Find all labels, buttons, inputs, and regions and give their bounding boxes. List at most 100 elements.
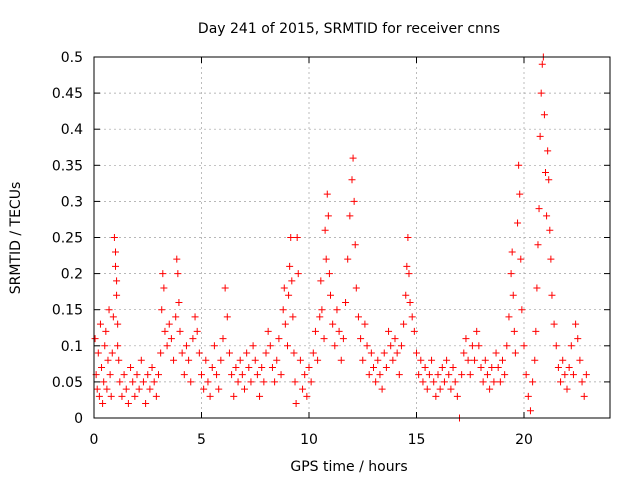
data-point-marker	[230, 392, 238, 400]
data-point-marker	[309, 349, 317, 357]
data-point-marker	[354, 313, 362, 321]
data-point-marker	[561, 371, 569, 379]
data-point-marker	[187, 378, 195, 386]
data-point-marker	[458, 371, 466, 379]
data-point-marker	[410, 327, 418, 335]
data-point-marker	[382, 363, 390, 371]
data-point-marker	[99, 400, 107, 408]
data-point-marker	[314, 356, 322, 364]
data-point-marker	[395, 371, 403, 379]
data-point-marker	[380, 349, 388, 357]
data-point-marker	[112, 262, 119, 270]
data-point-marker	[165, 320, 173, 328]
data-point-marker	[481, 356, 489, 364]
y-tick-label: 0.45	[52, 86, 83, 102]
data-point-marker	[402, 291, 410, 299]
data-point-marker	[120, 371, 128, 379]
data-point-marker	[496, 378, 504, 386]
data-point-marker	[317, 277, 325, 285]
data-point-marker	[533, 284, 541, 292]
data-point-marker	[133, 371, 141, 379]
data-point-marker	[421, 363, 429, 371]
data-point-marker	[475, 342, 483, 350]
data-point-marker	[305, 363, 313, 371]
data-point-marker	[158, 306, 166, 314]
data-point-marker	[113, 291, 121, 299]
data-point-marker	[559, 356, 567, 364]
data-point-marker	[109, 313, 117, 321]
data-point-marker	[417, 356, 425, 364]
y-tick-label: 0.3	[61, 194, 83, 210]
data-point-marker	[540, 111, 548, 119]
data-point-marker	[108, 349, 116, 357]
data-point-marker	[406, 298, 414, 306]
data-point-marker	[515, 161, 523, 169]
data-point-marker	[323, 190, 331, 198]
data-point-marker	[185, 356, 193, 364]
data-point-marker	[146, 385, 154, 393]
data-point-marker	[137, 356, 145, 364]
data-point-marker	[208, 363, 216, 371]
data-point-marker	[93, 385, 101, 393]
data-point-marker	[510, 327, 518, 335]
data-point-marker	[524, 392, 532, 400]
data-point-marker	[116, 378, 124, 386]
data-point-marker	[473, 327, 481, 335]
data-point-marker	[204, 378, 212, 386]
data-point-marker	[172, 313, 180, 321]
data-point-marker	[193, 327, 201, 335]
data-point-marker	[110, 234, 118, 241]
data-point-marker	[112, 248, 119, 256]
data-point-marker	[511, 349, 519, 357]
data-point-marker	[288, 277, 296, 285]
data-point-marker	[400, 320, 408, 328]
data-point-marker	[163, 342, 171, 350]
data-point-marker	[253, 371, 261, 379]
x-tick-label: 0	[90, 432, 99, 448]
data-point-marker	[572, 320, 580, 328]
data-point-marker	[303, 392, 311, 400]
data-point-marker	[102, 327, 110, 335]
data-point-marker	[294, 270, 302, 278]
data-point-marker	[322, 255, 330, 263]
data-point-marker	[228, 371, 236, 379]
data-point-marker	[447, 385, 455, 393]
data-point-marker	[160, 284, 168, 292]
data-point-marker	[206, 392, 214, 400]
data-point-marker	[101, 342, 109, 350]
data-point-marker	[159, 270, 167, 278]
data-point-marker	[129, 378, 137, 386]
data-point-marker	[350, 197, 358, 205]
data-point-marker	[346, 212, 354, 220]
data-point-marker	[189, 335, 197, 343]
x-tick-labels: 0 5 10 15 20	[90, 432, 533, 448]
data-point-marker	[232, 363, 240, 371]
data-point-marker	[333, 306, 341, 314]
data-point-marker	[430, 378, 438, 386]
y-tick-label: 0.25	[52, 231, 83, 247]
y-tick-label: 0.05	[52, 375, 83, 391]
x-axis-label: GPS time / hours	[290, 459, 407, 475]
data-point-marker	[477, 363, 485, 371]
data-point-marker	[217, 356, 225, 364]
data-point-marker	[532, 327, 540, 335]
data-point-marker	[127, 363, 135, 371]
data-point-marker	[293, 234, 301, 241]
data-point-marker	[219, 335, 227, 343]
data-point-marker	[538, 60, 546, 68]
data-point-marker	[98, 363, 106, 371]
data-point-marker	[436, 385, 444, 393]
data-point-marker	[91, 335, 99, 343]
data-point-marker	[279, 306, 287, 314]
data-point-marker	[174, 270, 182, 278]
chart-title: Day 241 of 2015, SRMTID for receiver cnn…	[198, 21, 500, 37]
data-point-marker	[535, 205, 543, 213]
y-tick-label: 0	[74, 411, 83, 427]
data-point-marker	[408, 313, 416, 321]
data-point-marker	[582, 371, 590, 379]
x-tick-label: 10	[300, 432, 318, 448]
data-point-marker	[578, 378, 586, 386]
data-point-marker	[536, 132, 544, 140]
data-point-marker	[565, 363, 573, 371]
data-point-marker	[438, 363, 446, 371]
